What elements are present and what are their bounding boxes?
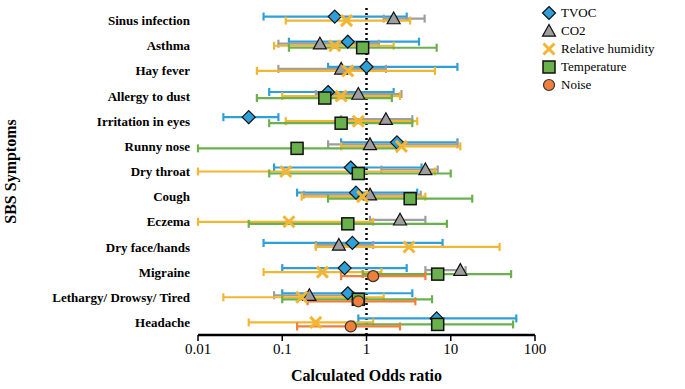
html-text:CO2: CO2	[561, 23, 586, 38]
svg-text:Dry throat: Dry throat	[131, 164, 191, 179]
svg-text:Cough: Cough	[153, 189, 191, 204]
html-text:Temperature: Temperature	[561, 59, 627, 74]
svg-text:Headache: Headache	[135, 315, 190, 330]
html-text:TVOC: TVOC	[561, 5, 597, 20]
svg-text:Migraine: Migraine	[139, 265, 190, 280]
svg-text:Allergy to dust: Allergy to dust	[108, 89, 191, 104]
svg-text:Sinus infection: Sinus infection	[108, 13, 191, 28]
svg-text:Hay fever: Hay fever	[135, 63, 190, 78]
svg-text:SBS Symptoms: SBS Symptoms	[8, 119, 20, 223]
svg-text:100: 100	[524, 341, 547, 357]
html-text:Noise: Noise	[561, 77, 592, 92]
svg-text:0.1: 0.1	[273, 341, 292, 357]
svg-text:Lethargy/ Drowsy/ Tired: Lethargy/ Drowsy/ Tired	[52, 290, 190, 305]
html-text:Relative humidity: Relative humidity	[561, 41, 655, 56]
svg-text:0.01: 0.01	[185, 341, 211, 357]
svg-text:Irritation in eyes: Irritation in eyes	[97, 114, 190, 129]
svg-text:Dry face/hands: Dry face/hands	[106, 240, 190, 255]
svg-text:1: 1	[363, 341, 371, 357]
svg-text:Calculated Odds ratio: Calculated Odds ratio	[291, 367, 442, 384]
svg-text:Eczema: Eczema	[147, 214, 191, 229]
svg-text:Asthma: Asthma	[147, 38, 191, 53]
svg-text:10: 10	[443, 341, 458, 357]
svg-text:Runny nose: Runny nose	[125, 139, 191, 154]
